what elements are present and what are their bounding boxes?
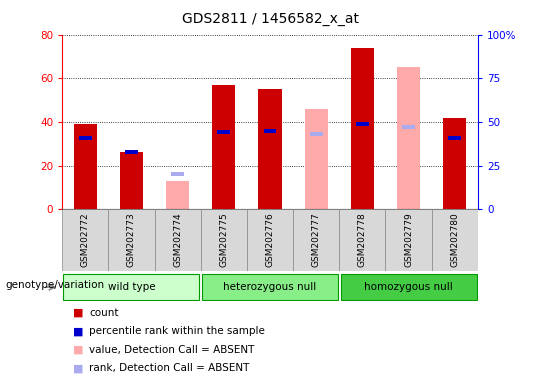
Text: count: count (89, 308, 119, 318)
Bar (171, 172, 184, 176)
Text: GSM202774: GSM202774 (173, 213, 182, 267)
Bar (73, 124, 97, 209)
Text: GSM202775: GSM202775 (219, 213, 228, 267)
Bar (341, 274, 476, 300)
Bar (247, 209, 293, 271)
Bar (305, 109, 328, 209)
Bar (386, 209, 431, 271)
Text: GSM202776: GSM202776 (266, 213, 274, 267)
Text: ■: ■ (73, 308, 83, 318)
Text: GSM202778: GSM202778 (358, 213, 367, 267)
Bar (356, 122, 369, 126)
Bar (166, 181, 189, 209)
Text: percentile rank within the sample: percentile rank within the sample (89, 326, 265, 336)
Text: GDS2811 / 1456582_x_at: GDS2811 / 1456582_x_at (181, 12, 359, 25)
Text: ■: ■ (73, 326, 83, 336)
Text: value, Detection Call = ABSENT: value, Detection Call = ABSENT (89, 345, 254, 355)
Bar (339, 209, 386, 271)
Bar (125, 150, 138, 154)
Bar (431, 209, 478, 271)
Bar (154, 209, 201, 271)
Bar (79, 136, 92, 140)
Bar (62, 209, 109, 271)
Bar (120, 152, 143, 209)
Bar (402, 125, 415, 129)
Bar (259, 89, 281, 209)
Text: GSM202777: GSM202777 (312, 213, 321, 267)
Bar (351, 48, 374, 209)
Text: homozygous null: homozygous null (364, 282, 453, 292)
Bar (202, 274, 338, 300)
Text: GSM202780: GSM202780 (450, 213, 460, 267)
Text: rank, Detection Call = ABSENT: rank, Detection Call = ABSENT (89, 363, 249, 373)
Text: GSM202773: GSM202773 (127, 213, 136, 267)
Text: wild type: wild type (107, 282, 155, 292)
Bar (109, 209, 154, 271)
Bar (201, 209, 247, 271)
Text: ■: ■ (73, 363, 83, 373)
Bar (293, 209, 339, 271)
Text: GSM202772: GSM202772 (80, 213, 90, 267)
Bar (264, 129, 276, 132)
Bar (310, 132, 322, 136)
Text: heterozygous null: heterozygous null (224, 282, 316, 292)
Bar (397, 67, 420, 209)
Bar (443, 118, 467, 209)
Text: genotype/variation: genotype/variation (5, 280, 105, 290)
Bar (448, 136, 461, 140)
Bar (218, 131, 230, 134)
Bar (212, 85, 235, 209)
Text: ■: ■ (73, 345, 83, 355)
Text: GSM202779: GSM202779 (404, 213, 413, 267)
Bar (64, 274, 199, 300)
